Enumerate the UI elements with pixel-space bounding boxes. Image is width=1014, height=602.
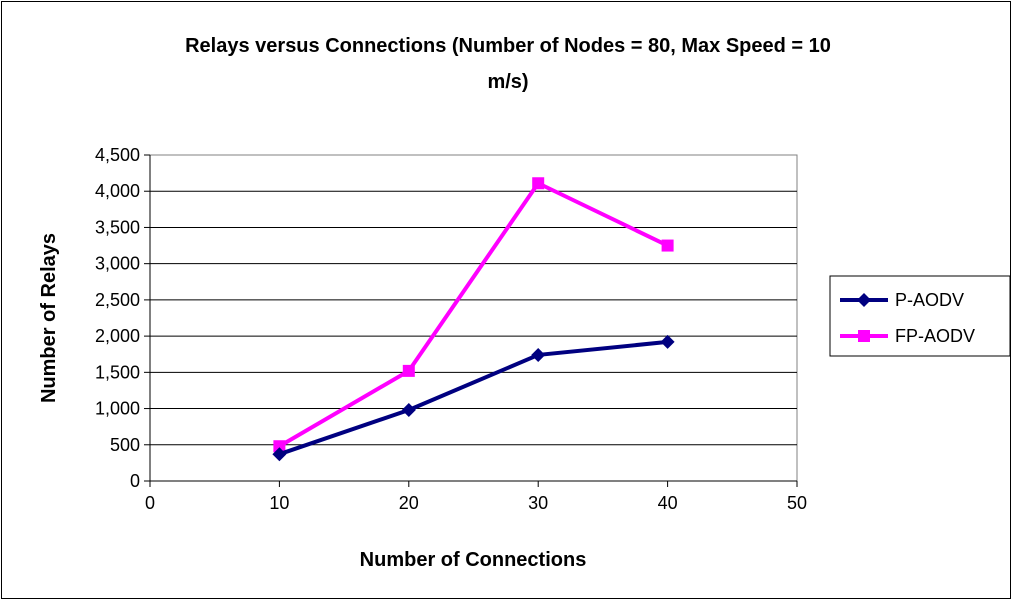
x-tick-label: 30 [528,493,548,513]
y-tick-label: 4,000 [95,181,140,201]
data-point-fp-aodv [532,177,545,190]
y-tick-label: 1,500 [95,362,140,382]
data-point-p-aodv [531,347,546,362]
y-tick-label: 3,000 [95,254,140,274]
series-line-fp-aodv [278,181,669,448]
y-tick-label: 3,500 [95,217,140,237]
legend-marker-p-aodv [857,293,871,307]
data-point-p-aodv [272,447,287,462]
gridlines [150,190,797,446]
y-axis-title: Number of Relays [38,233,60,403]
legend-label-p-aodv: P-AODV [895,290,964,310]
y-axis-ticks: 0 500 1,000 1,500 2,000 2,500 3,000 3,500 4,000 4… [95,145,150,491]
legend: P-AODV FP-AODV [840,290,975,346]
legend-label-fp-aodv: FP-AODV [895,326,975,346]
chart-title-line-1: Relays versus Connections (Number of Nod… [185,35,831,57]
data-point-p-aodv [401,403,416,418]
y-tick-label: 500 [110,435,140,455]
data-point-fp-aodv [402,364,415,377]
data-point-fp-aodv [273,440,286,453]
legend-marker-fp-aodv [858,330,870,342]
y-tick-label: 1,000 [95,399,140,419]
x-tick-label: 0 [145,493,155,513]
data-point-fp-aodv [661,239,674,252]
series-line-p-aodv [278,339,668,457]
y-tick-label: 4,500 [95,145,140,165]
x-tick-label: 20 [399,493,419,513]
y-tick-label: 0 [130,471,140,491]
x-axis-title: Number of Connections [360,549,587,571]
x-axis-ticks: 0 10 20 30 40 50 [145,481,807,513]
data-point-p-aodv [660,334,675,349]
y-tick-label: 2,500 [95,290,140,310]
series-group [272,177,675,462]
x-tick-label: 10 [269,493,289,513]
chart-title-line-2: m/s) [487,71,528,93]
legend-box [829,275,1011,357]
plot-area [149,154,798,482]
x-tick-label: 40 [658,493,678,513]
y-tick-label: 2,000 [95,326,140,346]
x-tick-label: 50 [787,493,807,513]
